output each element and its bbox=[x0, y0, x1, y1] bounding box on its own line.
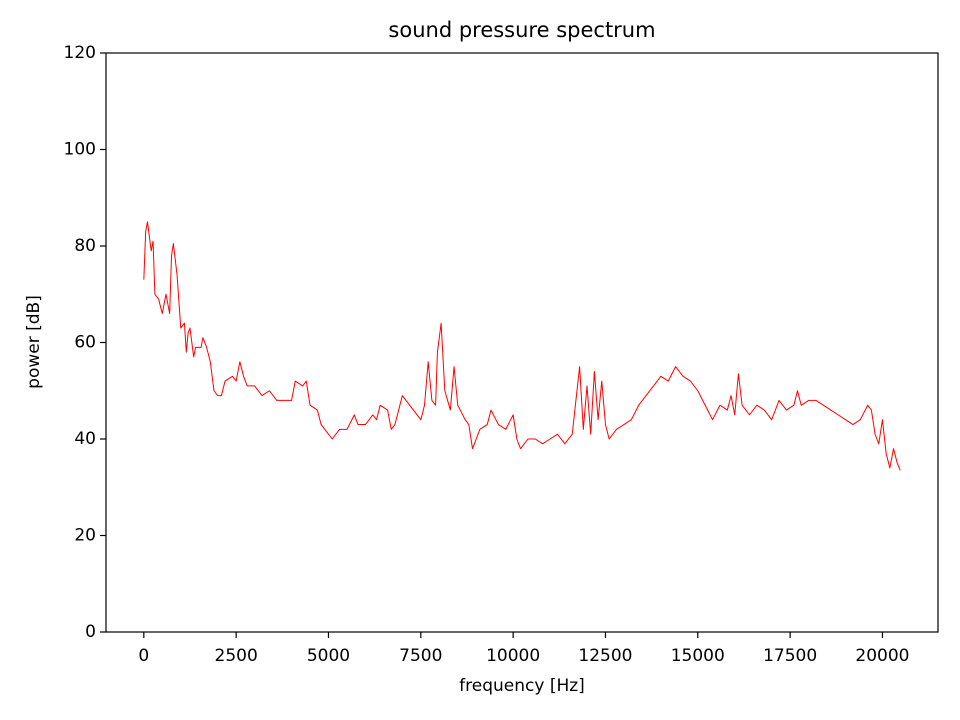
x-tick-label: 10000 bbox=[486, 646, 540, 666]
x-axis-label: frequency [Hz] bbox=[459, 676, 585, 696]
x-tick-label: 12500 bbox=[578, 646, 632, 666]
x-tick-label: 5000 bbox=[307, 646, 350, 666]
x-tick-label: 15000 bbox=[671, 646, 725, 666]
x-tick-label: 17500 bbox=[763, 646, 817, 666]
spectrum-line bbox=[143, 221, 901, 471]
x-tick-label: 20000 bbox=[855, 646, 909, 666]
y-axis-label: power [dB] bbox=[24, 295, 44, 389]
y-tick-label: 40 bbox=[74, 429, 96, 449]
y-tick-label: 20 bbox=[74, 526, 96, 546]
plot-frame bbox=[105, 52, 939, 633]
x-tick-label: 0 bbox=[138, 646, 149, 666]
x-tick-label: 2500 bbox=[215, 646, 258, 666]
x-tick-label: 7500 bbox=[399, 646, 442, 666]
y-tick-label: 80 bbox=[74, 236, 96, 256]
y-tick-label: 120 bbox=[64, 43, 96, 63]
y-tick-label: 0 bbox=[85, 622, 96, 642]
y-tick-label: 60 bbox=[74, 333, 96, 353]
y-tick-label: 100 bbox=[64, 140, 96, 160]
chart-title: sound pressure spectrum bbox=[388, 18, 655, 42]
